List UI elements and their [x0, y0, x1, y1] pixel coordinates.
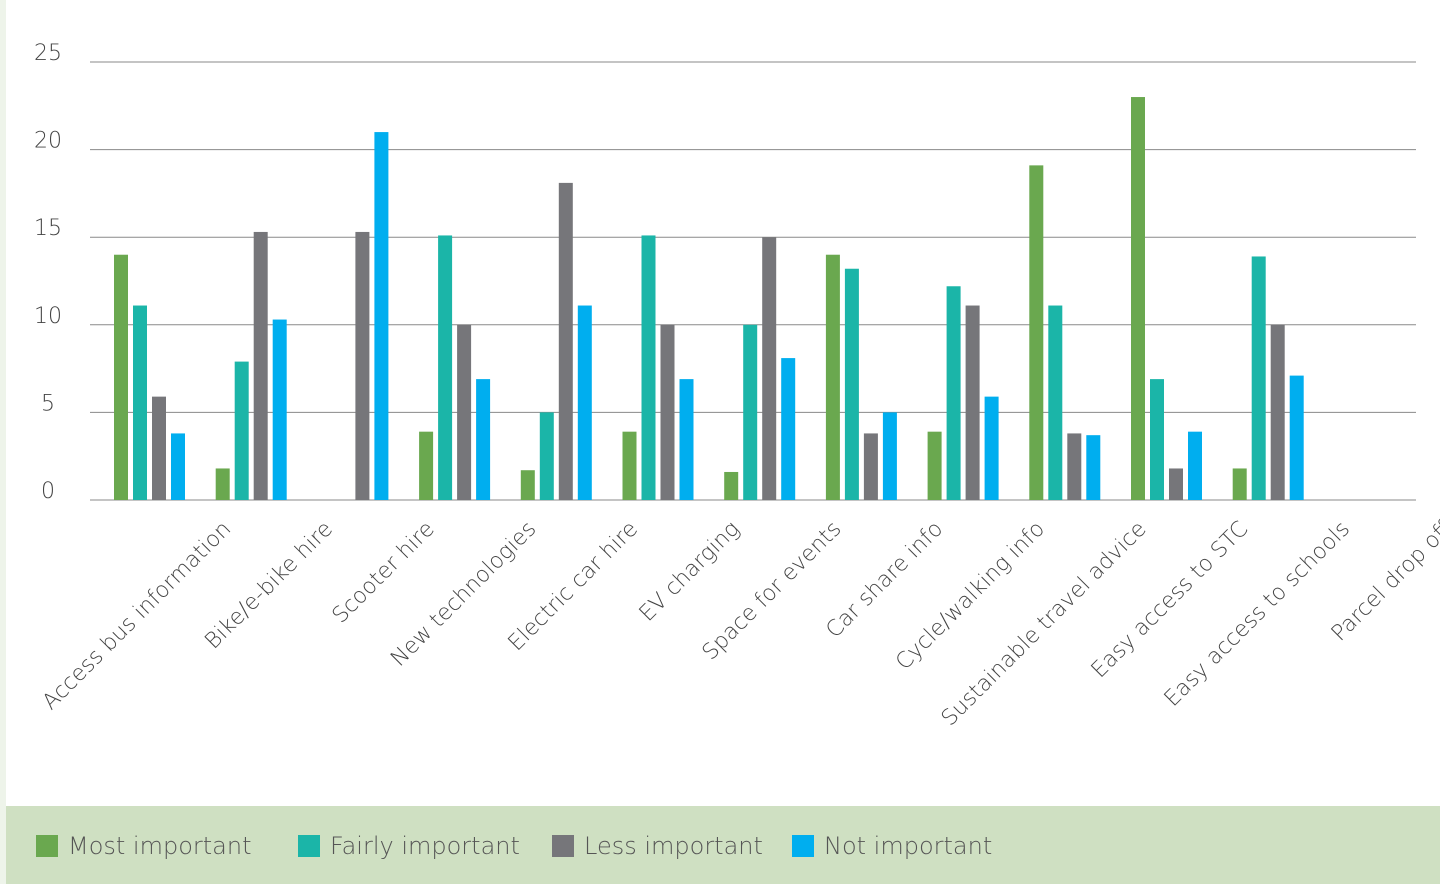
legend-swatch: [552, 835, 574, 857]
bar-fairly-important: [641, 235, 656, 500]
bar-not-important: [882, 412, 897, 500]
bar-fairly-important: [1251, 256, 1266, 500]
bar-less-important: [558, 182, 573, 500]
bar-most-important: [215, 468, 230, 500]
y-tick-label: 15: [34, 216, 62, 241]
bar-less-important: [1169, 468, 1183, 500]
bar-most-important: [724, 471, 739, 500]
bar-fairly-important: [438, 235, 453, 500]
bar-fairly-important: [539, 412, 554, 500]
bar-not-important: [1188, 431, 1202, 500]
bar-not-important: [1086, 435, 1101, 500]
plot-area: 0 5 10 15 20 25 Access bus information Bike/e-b…: [6, 0, 1440, 806]
x-tick-label: Scooter hire: [328, 517, 440, 629]
bar-less-important: [253, 231, 268, 500]
x-tick-label: EV charging: [635, 517, 745, 627]
bar-most-important: [1232, 468, 1247, 500]
legend-item: Not important: [792, 832, 992, 860]
bar-fairly-important: [234, 361, 249, 500]
bar-fairly-important: [946, 286, 961, 500]
bar-less-important: [1270, 324, 1285, 500]
bar-not-important: [577, 305, 592, 500]
legend-label: Less important: [584, 832, 763, 860]
y-tick-label: 25: [34, 41, 62, 66]
legend: Most important Fairly important Less impor…: [6, 806, 1440, 884]
bar-fairly-important: [133, 305, 147, 500]
bar-most-important: [1029, 165, 1044, 501]
bar-most-important: [419, 431, 434, 500]
bar-not-important: [984, 396, 999, 500]
legend-swatch: [792, 835, 814, 857]
bar-not-important: [476, 379, 491, 500]
legend-item: Less important: [552, 832, 763, 860]
bar-most-important: [114, 254, 128, 500]
bar-less-important: [762, 237, 777, 500]
y-tick-label: 5: [41, 391, 55, 416]
bar-not-important: [272, 319, 287, 500]
bar-most-important: [927, 431, 942, 500]
y-tick-label: 10: [34, 304, 62, 329]
legend-item: Most important: [36, 832, 252, 860]
legend-label: Not important: [824, 832, 993, 860]
y-tick-label: 20: [34, 129, 62, 154]
bar-less-important: [355, 231, 370, 500]
x-tick-label: Easy access to schools: [1160, 517, 1355, 712]
bar-most-important: [520, 470, 535, 500]
legend-label: Fairly important: [330, 832, 520, 860]
bar-not-important: [781, 358, 796, 500]
bar-most-important: [825, 254, 840, 500]
bar-less-important: [152, 396, 166, 500]
y-tick-label: 0: [41, 479, 55, 504]
bar-less-important: [1067, 433, 1082, 500]
bar-less-important: [457, 324, 472, 500]
legend-swatch: [36, 835, 58, 857]
legend-label: Most important: [68, 832, 252, 860]
x-tick-label: Access bus information: [38, 517, 236, 715]
bar-fairly-important: [844, 268, 859, 500]
bar-fairly-important: [743, 324, 758, 500]
legend-swatch: [298, 835, 320, 857]
bar-not-important: [679, 379, 694, 500]
legend-item: Fairly important: [298, 832, 520, 860]
bar-not-important: [1289, 375, 1304, 500]
bar-not-important: [374, 132, 389, 500]
bar-most-important: [622, 431, 637, 500]
bar-most-important: [1131, 97, 1145, 500]
bar-fairly-important: [1150, 379, 1164, 500]
bar-less-important: [863, 433, 878, 500]
bar-less-important: [965, 305, 980, 500]
bar-fairly-important: [1048, 305, 1063, 500]
bar-less-important: [660, 324, 675, 500]
bar-not-important: [171, 433, 185, 500]
x-tick-label: Sustainable travel advice: [937, 517, 1152, 732]
